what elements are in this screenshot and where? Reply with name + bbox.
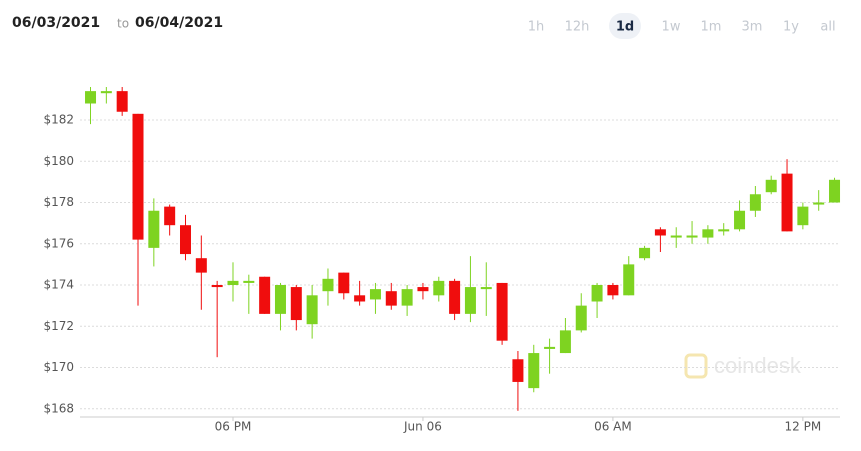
timeframe-button[interactable]: 3m (742, 20, 763, 35)
y-tick-label: $168 (43, 401, 74, 415)
candle-body (544, 346, 556, 349)
candle-body (734, 210, 746, 230)
candle-body (417, 287, 429, 292)
candle-body (132, 113, 144, 240)
y-tick-label: $182 (43, 113, 74, 127)
timeframe-button[interactable]: 1h (528, 20, 545, 35)
y-tick-label: $174 (43, 278, 74, 292)
candle-body (686, 235, 698, 238)
candle-body (829, 179, 841, 203)
candle-body (179, 225, 191, 255)
candle-body (100, 91, 112, 94)
y-tick-label: $178 (43, 195, 74, 209)
timeframe-button[interactable]: 1d (616, 20, 634, 35)
candle-body (211, 285, 223, 288)
candle-body (306, 295, 318, 325)
candle-body (496, 282, 508, 341)
timeframe-highlight (609, 13, 641, 39)
candle-body (164, 206, 176, 226)
x-tick-label: 12 PM (785, 420, 822, 434)
candle-body (654, 229, 666, 236)
candle-body (148, 210, 160, 248)
candle-body (559, 330, 571, 354)
timeframe-button[interactable]: 1w (662, 20, 681, 35)
candle-body (259, 276, 271, 314)
candle-body (401, 289, 413, 306)
candle-body (718, 229, 730, 232)
candle-body (243, 280, 255, 283)
watermark: coindesk (714, 353, 802, 378)
timeframe-button[interactable]: all (820, 20, 835, 35)
candle-body (670, 235, 682, 238)
x-tick-label: 06 AM (594, 420, 632, 434)
x-tick-label: 06 PM (215, 420, 252, 434)
candle-body (591, 285, 603, 302)
candle-body (702, 229, 714, 238)
candle-body (227, 280, 239, 285)
candle-body (813, 202, 825, 205)
candle-body (85, 91, 97, 104)
y-tick-label: $180 (43, 154, 74, 168)
y-tick-label: $170 (43, 360, 74, 374)
candle-body (433, 280, 445, 296)
candle-body (116, 91, 128, 112)
candle-body (338, 272, 350, 294)
candle-body (575, 305, 587, 331)
candle-body (195, 258, 207, 273)
candle-body (290, 287, 302, 321)
candle-body (464, 287, 476, 314)
candle-body (322, 278, 334, 292)
candle-body (623, 264, 635, 296)
y-tick-label: $172 (43, 319, 74, 333)
x-tick-label: Jun 06 (403, 420, 442, 434)
candle-body (449, 280, 461, 314)
y-tick-label: $176 (43, 236, 74, 250)
candle-body (749, 194, 761, 211)
candle-body (512, 359, 524, 382)
range-to: 06/04/2021 (135, 15, 223, 31)
timeframe-button[interactable]: 1m (701, 20, 722, 35)
range-from: 06/03/2021 (12, 15, 100, 31)
timeframe-button[interactable]: 1y (783, 20, 799, 35)
candle-body (385, 291, 397, 306)
candle-body (797, 206, 809, 226)
timeframe-button[interactable]: 12h (565, 20, 590, 35)
candle-body (639, 247, 651, 259)
candle-body (369, 289, 381, 300)
candle-body (354, 295, 366, 302)
candle-body (765, 179, 777, 193)
candle-body (274, 285, 286, 314)
candle-body (781, 173, 793, 232)
candle-body (607, 285, 619, 296)
candle-body (528, 353, 540, 389)
range-separator: to (117, 17, 129, 31)
watermark-logo (684, 353, 708, 379)
candle-body (480, 287, 492, 290)
